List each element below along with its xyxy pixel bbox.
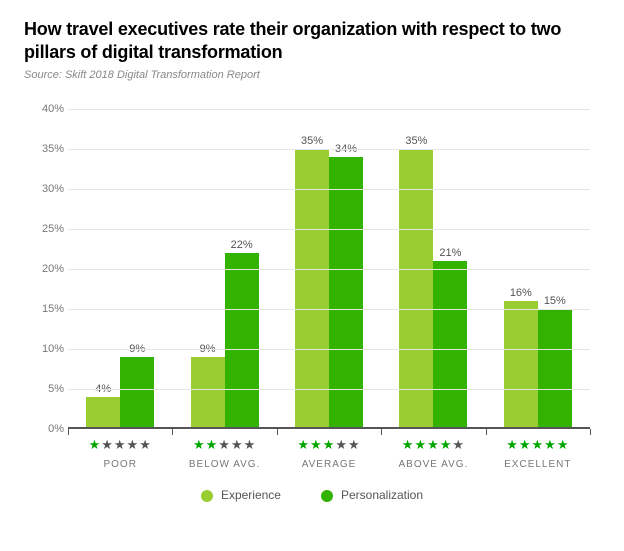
x-tick — [68, 429, 69, 435]
star-icon: ★ — [519, 437, 532, 452]
gridline — [68, 349, 590, 350]
chart-plot-area: 4%9%9%22%35%34%35%21%16%15% 0%5%10%15%20… — [68, 109, 590, 429]
gridline — [68, 149, 590, 150]
star-icon: ★ — [335, 437, 348, 452]
bar-value-label: 16% — [510, 287, 532, 299]
bar-value-label: 15% — [544, 295, 566, 307]
chart-page: How travel executives rate their organiz… — [0, 0, 624, 551]
star-icon: ★ — [114, 437, 127, 452]
star-icon: ★ — [323, 437, 336, 452]
legend-swatch — [201, 490, 213, 502]
bar-fill — [538, 309, 572, 429]
x-category-label: AVERAGE — [277, 459, 381, 470]
star-icon: ★ — [557, 437, 570, 452]
gridline — [68, 309, 590, 310]
x-axis-line — [68, 427, 590, 429]
star-icon: ★ — [244, 437, 257, 452]
star-icon: ★ — [89, 437, 102, 452]
x-category: ★★★★★BELOW AVG. — [172, 437, 276, 470]
star-icon: ★ — [452, 437, 465, 452]
star-icon: ★ — [101, 437, 114, 452]
y-tick-label: 35% — [24, 143, 64, 155]
star-icon: ★ — [440, 437, 453, 452]
star-icon: ★ — [427, 437, 440, 452]
y-tick-label: 40% — [24, 103, 64, 115]
bar-fill — [504, 301, 538, 429]
legend-label: Experience — [221, 488, 281, 502]
gridline — [68, 389, 590, 390]
bar-value-label: 22% — [231, 239, 253, 251]
star-icon: ★ — [402, 437, 415, 452]
chart-title: How travel executives rate their organiz… — [24, 18, 600, 63]
y-tick-label: 5% — [24, 383, 64, 395]
bar-fill — [295, 149, 329, 429]
gridline — [68, 109, 590, 110]
star-icon: ★ — [297, 437, 310, 452]
star-icon: ★ — [310, 437, 323, 452]
x-tick — [381, 429, 382, 435]
legend-label: Personalization — [341, 488, 423, 502]
bar-fill — [86, 397, 120, 429]
star-icon: ★ — [206, 437, 219, 452]
star-icon: ★ — [193, 437, 206, 452]
star-icon: ★ — [532, 437, 545, 452]
x-category-label: EXCELLENT — [486, 459, 590, 470]
bar-fill — [120, 357, 154, 429]
bar-value-label: 21% — [439, 247, 461, 259]
bar-fill — [433, 261, 467, 429]
x-category: ★★★★★ABOVE AVG. — [381, 437, 485, 470]
x-axis: ★★★★★POOR★★★★★BELOW AVG.★★★★★AVERAGE★★★★… — [68, 437, 590, 470]
gridline — [68, 229, 590, 230]
rating-stars: ★★★★★ — [381, 437, 485, 453]
y-tick-label: 15% — [24, 303, 64, 315]
star-icon: ★ — [544, 437, 557, 452]
x-tick — [590, 429, 591, 435]
y-tick-label: 30% — [24, 183, 64, 195]
legend-swatch — [321, 490, 333, 502]
y-tick-label: 0% — [24, 423, 64, 435]
bar-value-label: 35% — [405, 135, 427, 147]
gridline — [68, 189, 590, 190]
x-tick — [486, 429, 487, 435]
rating-stars: ★★★★★ — [68, 437, 172, 453]
y-tick-label: 25% — [24, 223, 64, 235]
x-tick — [172, 429, 173, 435]
y-tick-label: 10% — [24, 343, 64, 355]
rating-stars: ★★★★★ — [486, 437, 590, 453]
legend-item: Experience — [201, 488, 281, 502]
x-category-label: BELOW AVG. — [172, 459, 276, 470]
y-tick-label: 20% — [24, 263, 64, 275]
x-category: ★★★★★POOR — [68, 437, 172, 470]
star-icon: ★ — [218, 437, 231, 452]
x-category-label: POOR — [68, 459, 172, 470]
rating-stars: ★★★★★ — [277, 437, 381, 453]
plot: 4%9%9%22%35%34%35%21%16%15% 0%5%10%15%20… — [68, 109, 590, 429]
bar-fill — [399, 149, 433, 429]
rating-stars: ★★★★★ — [172, 437, 276, 453]
star-icon: ★ — [231, 437, 244, 452]
star-icon: ★ — [127, 437, 140, 452]
x-category-label: ABOVE AVG. — [381, 459, 485, 470]
star-icon: ★ — [506, 437, 519, 452]
x-category: ★★★★★AVERAGE — [277, 437, 381, 470]
gridline — [68, 269, 590, 270]
legend: Experience Personalization — [24, 488, 600, 502]
legend-item: Personalization — [321, 488, 423, 502]
bar-value-label: 35% — [301, 135, 323, 147]
bar-fill — [191, 357, 225, 429]
star-icon: ★ — [348, 437, 361, 452]
bar-fill — [225, 253, 259, 429]
x-category: ★★★★★EXCELLENT — [486, 437, 590, 470]
star-icon: ★ — [139, 437, 152, 452]
x-tick — [277, 429, 278, 435]
star-icon: ★ — [414, 437, 427, 452]
chart-source: Source: Skift 2018 Digital Transformatio… — [24, 69, 600, 81]
